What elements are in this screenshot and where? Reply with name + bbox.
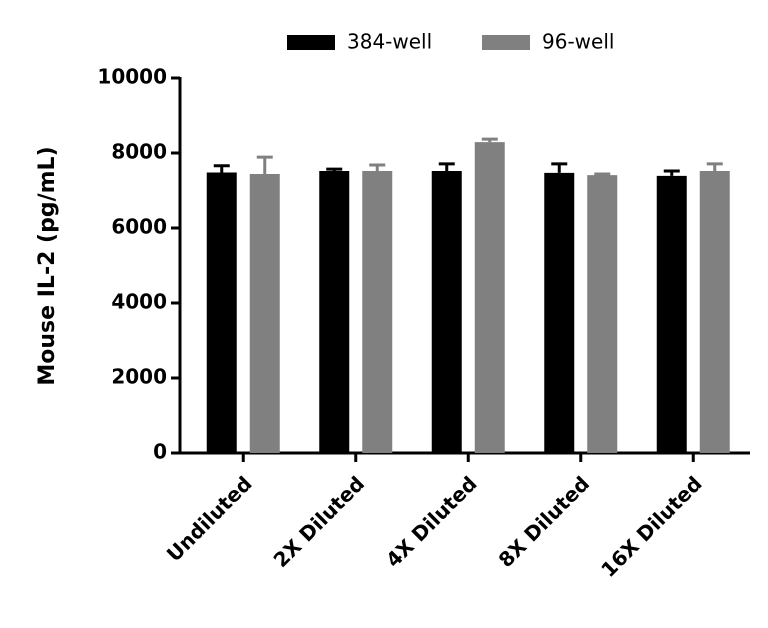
x-tick-label: Undiluted bbox=[162, 471, 257, 566]
x-tick-label: 2X Diluted bbox=[269, 471, 370, 572]
y-tick-label: 6000 bbox=[111, 215, 167, 239]
bar bbox=[587, 175, 618, 453]
y-tick-label: 0 bbox=[153, 440, 167, 464]
x-tick-label: 16X Diluted bbox=[596, 471, 706, 581]
legend-swatch bbox=[287, 35, 335, 50]
bar bbox=[206, 172, 237, 453]
legend-label: 96-well bbox=[542, 30, 614, 54]
bar bbox=[544, 172, 575, 453]
bar bbox=[249, 174, 280, 453]
y-axis-label: Mouse IL-2 (pg/mL) bbox=[35, 146, 60, 385]
y-tick-label: 8000 bbox=[111, 140, 167, 164]
bar bbox=[319, 171, 350, 453]
bar bbox=[656, 175, 687, 453]
x-tick-label: 4X Diluted bbox=[381, 471, 482, 572]
y-tick-label: 2000 bbox=[111, 365, 167, 389]
x-tick-label: 8X Diluted bbox=[494, 471, 595, 572]
legend-swatch bbox=[482, 35, 530, 50]
bar bbox=[431, 171, 462, 453]
legend-label: 384-well bbox=[347, 30, 432, 54]
bar bbox=[362, 171, 393, 453]
y-tick-label: 4000 bbox=[111, 290, 167, 314]
y-tick-label: 10000 bbox=[97, 65, 167, 89]
bar bbox=[699, 171, 730, 453]
bar bbox=[474, 142, 505, 453]
